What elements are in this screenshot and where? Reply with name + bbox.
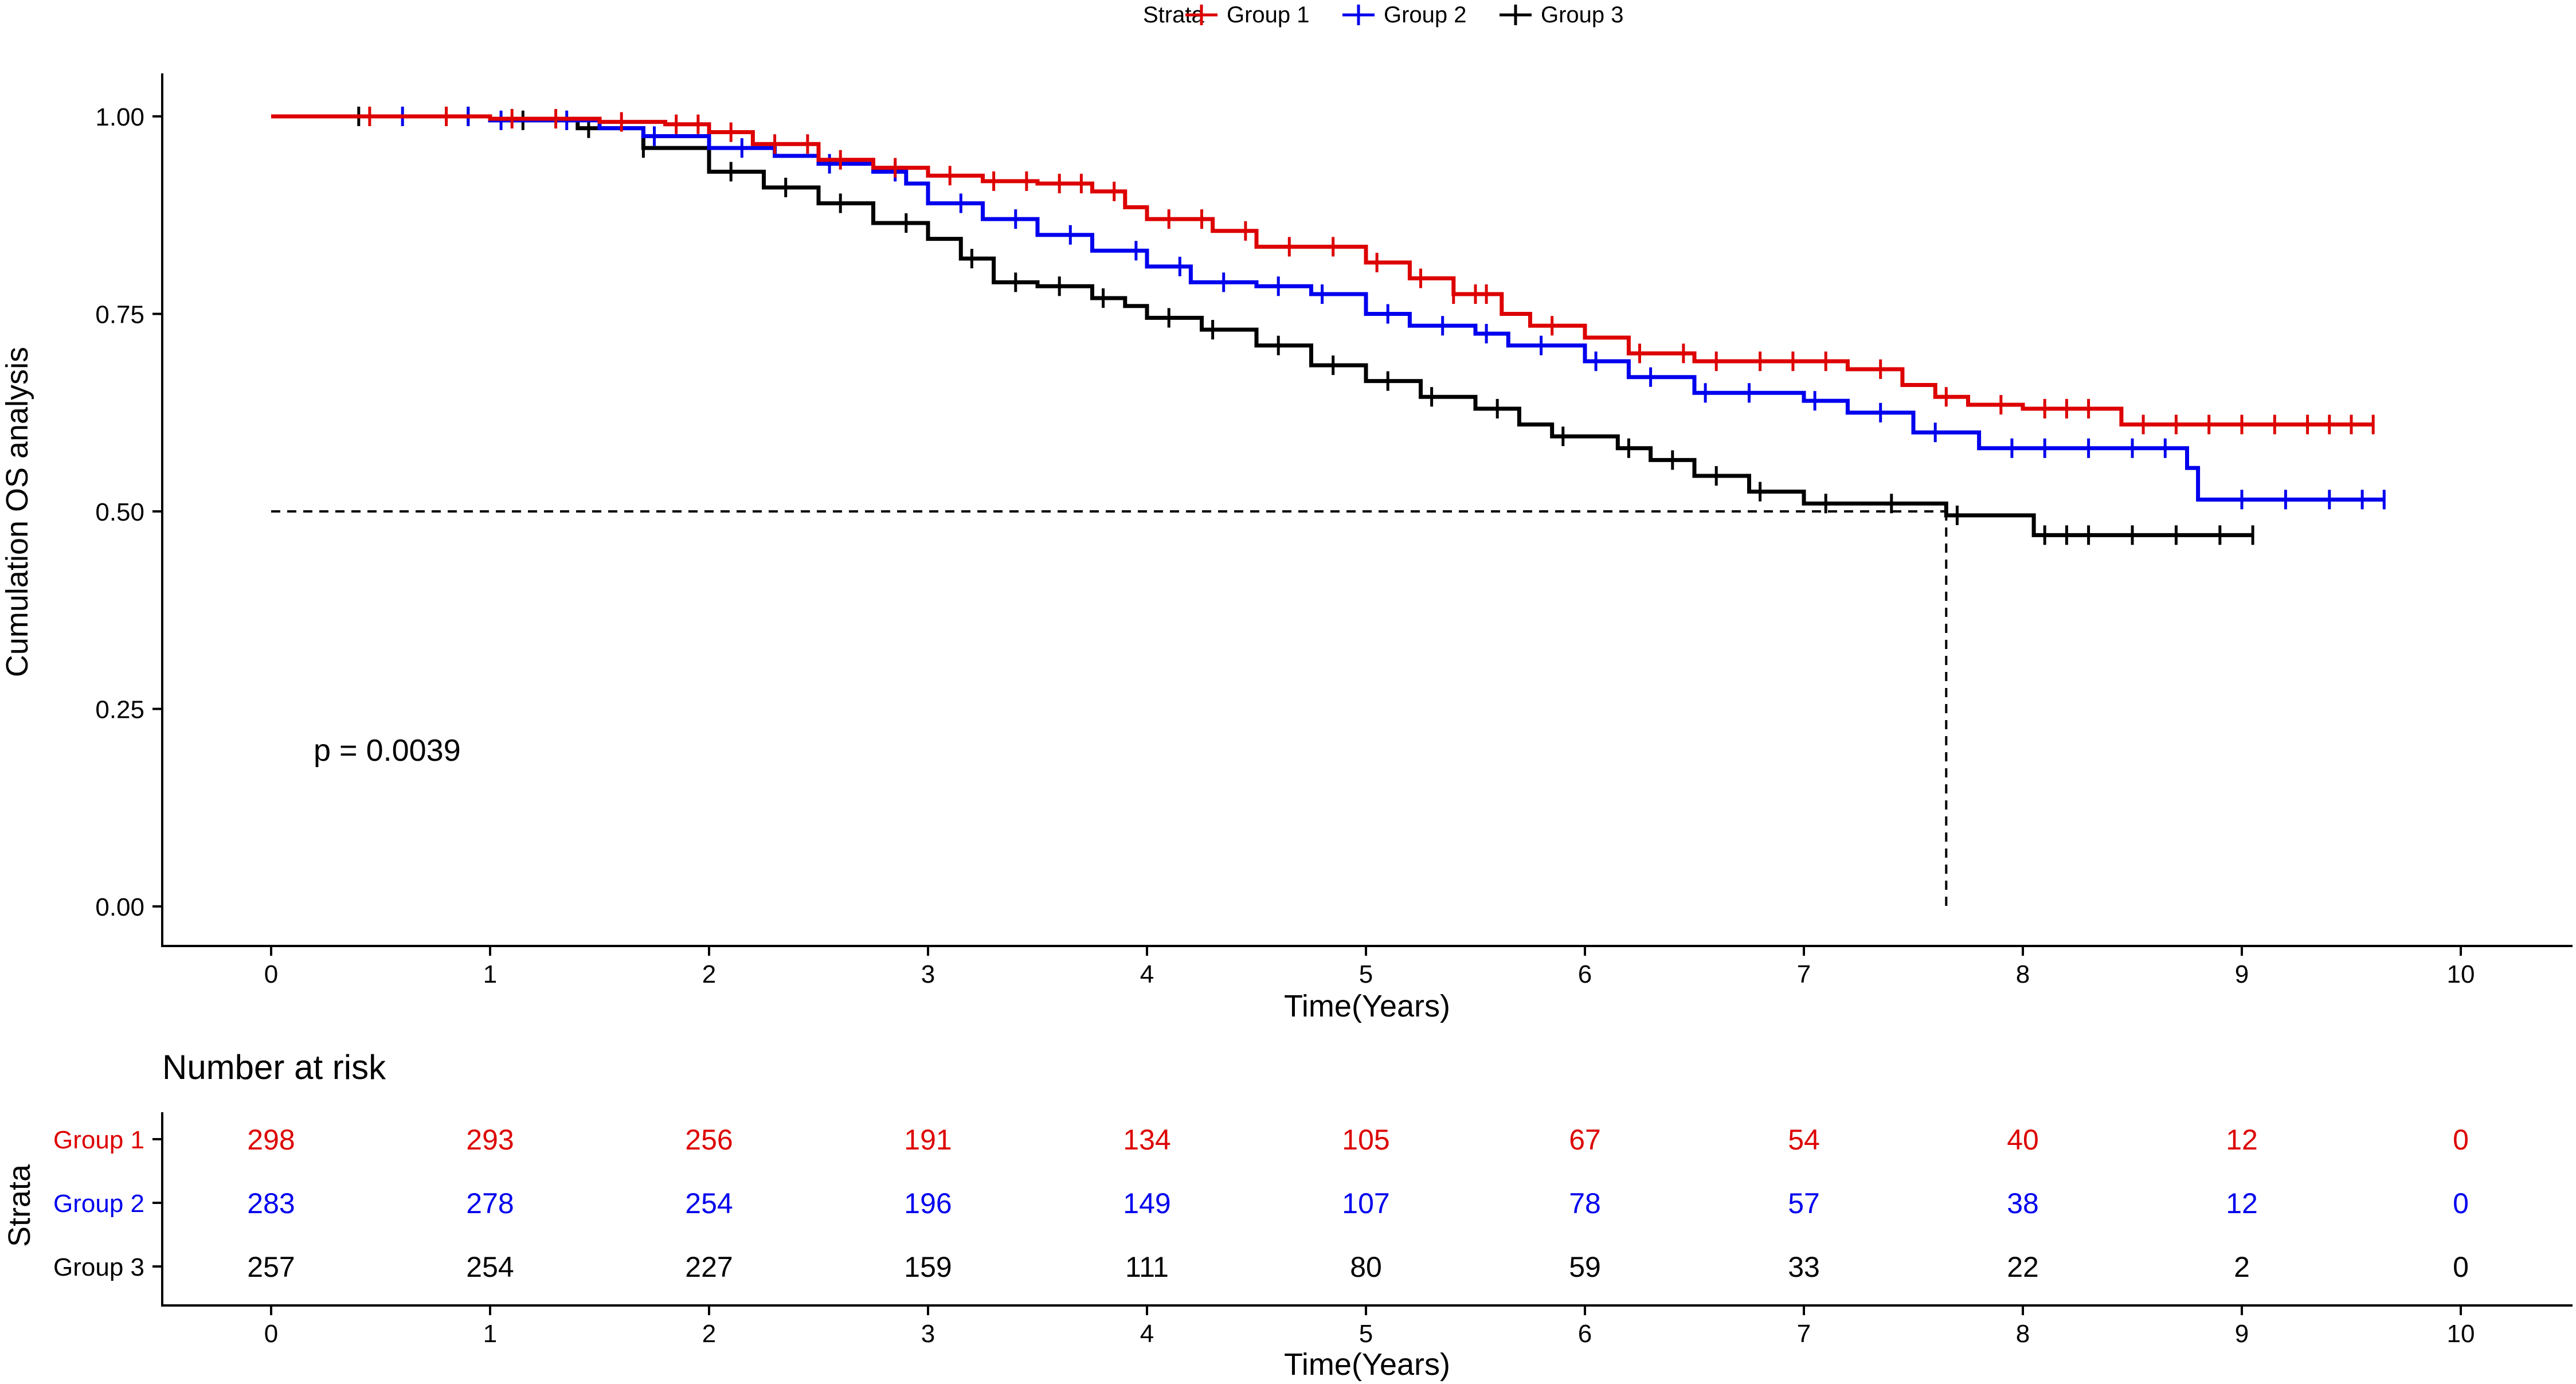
risk-value: 0 <box>2453 1187 2469 1219</box>
risk-value: 12 <box>2226 1187 2258 1219</box>
legend-item-group3: Group 3 <box>1541 2 1624 28</box>
x-tick-label: 5 <box>1359 960 1373 988</box>
risk-value: 111 <box>1125 1251 1169 1283</box>
x-tick-label: 3 <box>921 960 935 988</box>
risk-row-label: Group 3 <box>53 1253 144 1281</box>
y-tick-label: 1.00 <box>95 103 144 131</box>
risk-value: 149 <box>1123 1187 1170 1219</box>
risk-value: 67 <box>1569 1124 1601 1156</box>
x-ticks: 0 1 2 3 4 5 6 7 8 9 10 <box>264 946 2475 988</box>
y-ticks: 0.00 0.25 0.50 0.75 1.00 <box>95 103 162 921</box>
x-tick-label: 1 <box>483 960 497 988</box>
x-tick-label: 7 <box>1797 960 1811 988</box>
risk-x-tick-label: 1 <box>483 1320 497 1348</box>
legend: Strata Group 1 Group 2 Group 3 <box>1143 2 1624 28</box>
p-value: p = 0.0039 <box>314 733 461 768</box>
risk-value: 105 <box>1342 1124 1389 1156</box>
y-tick-label: 0.75 <box>95 301 144 329</box>
risk-value: 256 <box>685 1124 733 1156</box>
km-curve-group1 <box>271 114 2374 427</box>
risk-x-tick-label: 10 <box>2447 1320 2475 1348</box>
y-tick-label: 0.00 <box>95 893 144 921</box>
risk-x-tick-label: 0 <box>264 1320 278 1348</box>
risk-table-title: Number at risk <box>162 1048 386 1086</box>
risk-value: 278 <box>466 1187 514 1219</box>
median-reference <box>271 510 1948 906</box>
x-tick-label: 9 <box>2235 960 2249 988</box>
risk-value: 227 <box>685 1251 733 1283</box>
risk-x-ticks: 0 1 2 3 4 5 6 7 8 9 10 <box>264 1305 2475 1348</box>
risk-value: 33 <box>1788 1251 1820 1283</box>
risk-x-tick-label: 6 <box>1578 1320 1592 1348</box>
risk-x-tick-label: 2 <box>702 1320 716 1348</box>
risk-value: 80 <box>1350 1251 1382 1283</box>
x-tick-label: 6 <box>1578 960 1592 988</box>
risk-row-label: Group 1 <box>53 1126 144 1154</box>
risk-value: 78 <box>1569 1187 1601 1219</box>
risk-value: 254 <box>685 1187 733 1219</box>
risk-value: 12 <box>2226 1124 2258 1156</box>
risk-value: 57 <box>1788 1187 1820 1219</box>
risk-value: 191 <box>904 1124 952 1156</box>
km-curve-group3 <box>271 114 2253 537</box>
risk-x-tick-label: 4 <box>1140 1320 1154 1348</box>
risk-value: 196 <box>904 1187 952 1219</box>
risk-value: 54 <box>1788 1124 1820 1156</box>
risk-x-tick-label: 5 <box>1359 1320 1373 1348</box>
risk-value: 40 <box>2007 1124 2039 1156</box>
y-tick-label: 0.25 <box>95 696 144 724</box>
km-curve-group2 <box>271 114 2385 502</box>
risk-value: 22 <box>2007 1251 2039 1283</box>
risk-value: 2 <box>2234 1251 2250 1283</box>
risk-value: 254 <box>466 1251 514 1283</box>
risk-rows: Group 1 298 293 256 191 134 105 67 54 40 12 0 Group … <box>53 1124 2469 1283</box>
y-tick-label: 0.50 <box>95 498 144 526</box>
risk-value: 283 <box>247 1187 295 1219</box>
risk-value: 159 <box>904 1251 952 1283</box>
y-axis-label: Cumulation OS analysis <box>0 347 34 677</box>
risk-x-tick-label: 9 <box>2235 1320 2249 1348</box>
risk-value: 257 <box>247 1251 295 1283</box>
risk-x-axis-label: Time(Years) <box>1284 1347 1450 1382</box>
risk-table: Number at risk Strata Group 1 298 293 256 19… <box>2 1048 2573 1382</box>
risk-value: 293 <box>466 1124 514 1156</box>
x-tick-label: 2 <box>702 960 716 988</box>
x-tick-label: 4 <box>1140 960 1154 988</box>
risk-value: 134 <box>1123 1124 1170 1156</box>
x-tick-label: 0 <box>264 960 278 988</box>
legend-item-group2: Group 2 <box>1384 2 1467 28</box>
x-tick-label: 10 <box>2447 960 2475 988</box>
risk-x-tick-label: 3 <box>921 1320 935 1348</box>
risk-x-tick-label: 8 <box>2016 1320 2030 1348</box>
risk-row-label: Group 2 <box>53 1190 144 1218</box>
risk-value: 107 <box>1342 1187 1389 1219</box>
risk-value: 298 <box>247 1124 295 1156</box>
risk-value: 38 <box>2007 1187 2039 1219</box>
risk-value: 59 <box>1569 1251 1601 1283</box>
legend-item-group1: Group 1 <box>1227 2 1310 28</box>
risk-x-tick-label: 7 <box>1797 1320 1811 1348</box>
risk-value: 0 <box>2453 1124 2469 1156</box>
risk-value: 0 <box>2453 1251 2469 1283</box>
x-axis-label: Time(Years) <box>1284 989 1450 1023</box>
survival-curves <box>271 107 2386 545</box>
plot-axes: 0.00 0.25 0.50 0.75 1.00 0 1 2 3 4 5 6 7 8 9 10 Cumula… <box>0 73 2573 1023</box>
risk-table-strata-label: Strata <box>2 1164 37 1247</box>
x-tick-label: 8 <box>2016 960 2030 988</box>
